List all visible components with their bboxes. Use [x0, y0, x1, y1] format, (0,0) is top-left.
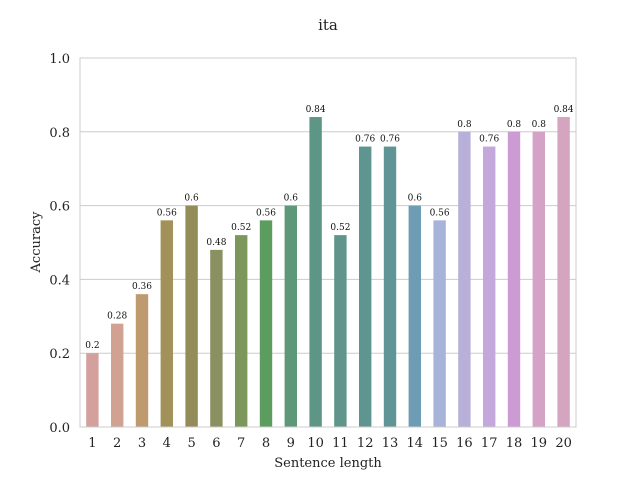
bar — [433, 220, 446, 427]
data-label: 0.8 — [532, 120, 547, 130]
data-label: 0.8 — [457, 120, 472, 130]
data-label: 0.84 — [306, 105, 326, 115]
chart-title: ita — [318, 16, 338, 34]
y-tick-label: 1.0 — [49, 52, 70, 67]
x-tick-label: 1 — [88, 436, 96, 451]
x-tick-label: 8 — [262, 436, 270, 451]
data-label: 0.56 — [256, 208, 276, 218]
bar — [557, 117, 570, 427]
x-tick-label: 13 — [382, 436, 399, 451]
y-tick-label: 0.4 — [49, 273, 70, 288]
data-label: 0.28 — [107, 312, 127, 322]
bar — [458, 131, 471, 428]
x-tick-label: 10 — [307, 436, 324, 451]
x-tick-label: 11 — [332, 436, 349, 451]
data-label: 0.84 — [554, 105, 574, 115]
grid-lines — [80, 131, 576, 354]
x-tick-label: 17 — [481, 436, 498, 451]
y-tick-label: 0.6 — [49, 200, 70, 215]
bar — [284, 205, 297, 427]
bar — [359, 146, 372, 427]
bar — [309, 117, 322, 427]
x-tick-label: 2 — [113, 436, 121, 451]
data-label: 0.52 — [330, 223, 350, 233]
data-label: 0.8 — [507, 120, 522, 130]
y-axis-label: Accuracy — [29, 211, 44, 274]
x-tick-label: 3 — [138, 436, 146, 451]
data-label: 0.2 — [85, 341, 99, 351]
bar — [135, 294, 149, 427]
data-label: 0.76 — [380, 135, 400, 145]
data-label: 0.6 — [284, 194, 299, 204]
x-tick-label: 15 — [431, 436, 448, 451]
bar — [185, 205, 198, 427]
y-tick-label: 0.8 — [49, 126, 70, 141]
bar — [86, 353, 99, 427]
bars — [86, 117, 570, 428]
bar — [160, 220, 173, 427]
data-label: 0.36 — [132, 282, 152, 292]
bar — [259, 220, 273, 427]
data-label: 0.52 — [231, 223, 251, 233]
data-label: 0.76 — [355, 135, 375, 145]
x-tick-label: 18 — [506, 436, 523, 451]
x-tick-label: 7 — [237, 436, 245, 451]
x-axis-ticks: 1 2 3 4 5 6 7 8 9 10 11 12 13 14 15 16 17 18 19 20 — [88, 436, 572, 451]
x-axis-label: Sentence length — [274, 456, 382, 471]
bar — [111, 323, 124, 427]
x-tick-label: 19 — [531, 436, 548, 451]
data-label: 0.56 — [157, 208, 177, 218]
data-label: 0.6 — [184, 194, 199, 204]
data-label: 0.6 — [408, 194, 423, 204]
data-labels: 0.2 0.28 0.36 0.56 0.6 0.48 0.52 0.56 0.6 0.84 0.5… — [85, 105, 574, 351]
bar — [408, 205, 421, 427]
bar — [532, 131, 545, 428]
bar — [507, 131, 521, 428]
data-label: 0.76 — [479, 135, 499, 145]
data-label: 0.56 — [430, 208, 450, 218]
y-tick-label: 0.0 — [49, 421, 70, 436]
x-tick-label: 5 — [187, 436, 195, 451]
bar — [483, 146, 496, 427]
x-tick-label: 16 — [456, 436, 473, 451]
x-tick-label: 4 — [163, 436, 171, 451]
plot-frame — [79, 57, 577, 428]
x-tick-label: 20 — [555, 436, 572, 451]
bar — [334, 235, 347, 427]
bar — [210, 249, 223, 427]
y-tick-label: 0.2 — [49, 347, 70, 362]
bar — [383, 146, 397, 427]
x-tick-label: 12 — [357, 436, 374, 451]
bar — [235, 235, 248, 427]
x-tick-label: 14 — [407, 436, 424, 451]
x-tick-label: 9 — [287, 436, 295, 451]
x-tick-label: 6 — [212, 436, 220, 451]
y-axis-ticks: 0.0 0.2 0.4 0.6 0.8 1.0 — [49, 52, 70, 436]
data-label: 0.48 — [206, 238, 226, 248]
